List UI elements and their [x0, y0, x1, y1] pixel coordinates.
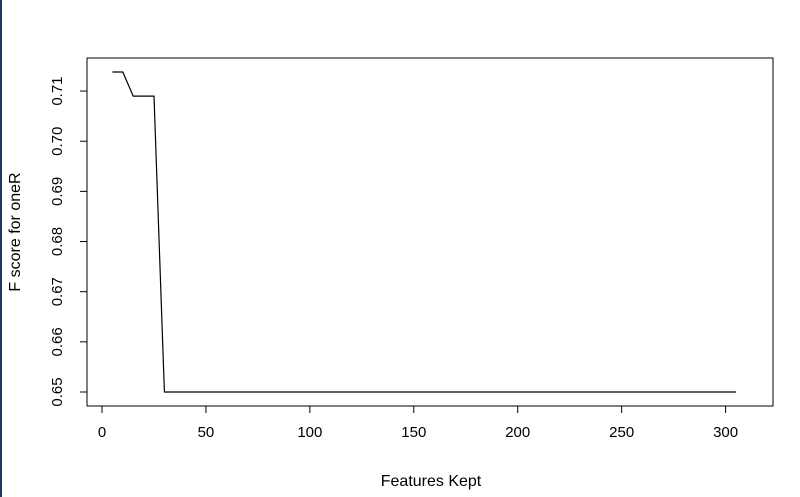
series-line	[112, 71, 736, 393]
x-tick-label: 150	[401, 424, 426, 441]
x-tick-label: 0	[98, 424, 106, 441]
x-tick-label: 200	[505, 424, 530, 441]
y-tick-label: 0.68	[49, 227, 66, 256]
y-axis: 0.65 0.66 0.67 0.68 0.69 0.70 0.71	[49, 76, 88, 407]
x-axis: 0 50 100 150 200 250 300	[98, 405, 738, 441]
x-tick-label: 100	[297, 424, 322, 441]
y-tick-label: 0.71	[49, 76, 66, 105]
plot-frame	[86, 57, 774, 407]
series-layer	[112, 71, 736, 393]
y-tick-label: 0.70	[49, 127, 66, 156]
x-tick-label: 50	[198, 424, 215, 441]
x-tick-label: 250	[609, 424, 634, 441]
y-axis-title: F score for oneR	[7, 172, 24, 291]
x-axis-title: Features Kept	[381, 473, 482, 490]
left-edge-accent	[0, 0, 2, 497]
y-tick-label: 0.67	[49, 277, 66, 306]
y-tick-label: 0.66	[49, 327, 66, 356]
y-tick-label: 0.69	[49, 177, 66, 206]
x-tick-label: 300	[713, 424, 738, 441]
y-tick-label: 0.65	[49, 377, 66, 406]
